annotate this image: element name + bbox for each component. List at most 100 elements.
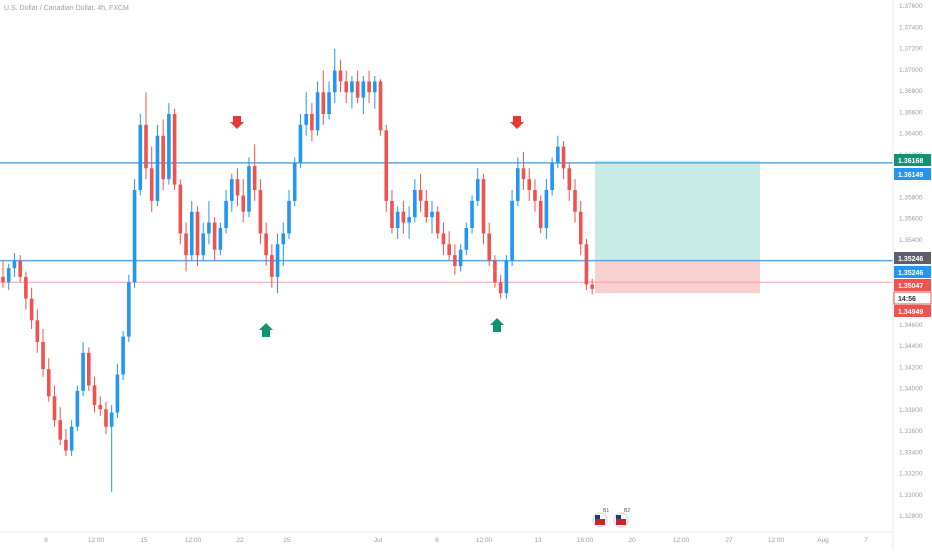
stop-zone[interactable] (595, 260, 760, 294)
candle-body (92, 385, 97, 405)
candle-body (127, 282, 131, 337)
candle-body (195, 211, 200, 256)
candle-body (41, 342, 45, 370)
candle-body (104, 409, 108, 427)
candle-body (241, 195, 246, 212)
arrow-down-icon (510, 116, 524, 129)
candle-body (435, 211, 440, 234)
candle-body (52, 396, 57, 421)
candle-body (69, 426, 74, 451)
price-tick-label: 1.35600 (899, 216, 923, 223)
candle-body (464, 228, 469, 250)
symbol-title: U.S. Dollar / Canadian Dollar, 4h, FXCM (4, 5, 129, 12)
price-tick-label: 1.35800 (899, 194, 923, 201)
time-tick-label: 15 (140, 537, 148, 544)
candle-body (35, 320, 40, 342)
candle-body (132, 190, 137, 283)
price-tick-label: 1.33200 (899, 471, 923, 478)
candle-body (304, 114, 308, 125)
arrow-up-icon (259, 323, 273, 337)
candle-body (46, 369, 51, 397)
candle-body (573, 190, 577, 212)
price-tick-label: 1.34600 (899, 322, 923, 329)
candle-body (556, 146, 560, 163)
candle-body (510, 200, 514, 261)
candle-body (235, 179, 240, 196)
price-tag (894, 252, 931, 264)
candle-body (418, 190, 423, 201)
price-tick-label: 1.36800 (899, 88, 923, 95)
time-tick-label: 12:00 (88, 537, 105, 544)
candle-body (292, 162, 297, 201)
price-tag-label: 1.35047 (898, 283, 923, 290)
time-tick-label: Aug (817, 537, 829, 544)
arrow-up-icon (490, 318, 504, 332)
time-tick-label: 7 (864, 537, 868, 544)
candle-body (493, 260, 497, 283)
candle-body (527, 179, 532, 190)
candle-body (258, 190, 263, 234)
time-tick-label: Jul (374, 537, 383, 544)
candle-body (207, 222, 211, 234)
candle-body (264, 233, 268, 256)
candle-body (149, 168, 154, 201)
candle-body (87, 352, 91, 386)
candle-body (355, 81, 360, 98)
event-flag-stripes (616, 519, 626, 525)
candle-body (189, 211, 194, 256)
price-tick-label: 1.37600 (899, 3, 923, 10)
time-tick-label: 12:00 (768, 537, 785, 544)
candle-body (218, 228, 223, 250)
price-tick-label: 1.33800 (899, 407, 923, 414)
candle-body (6, 268, 11, 283)
price-tag-label: 1.36168 (898, 158, 923, 165)
price-tick-label: 1.34200 (899, 364, 923, 371)
candle-body (172, 114, 177, 185)
price-tag (894, 279, 931, 291)
time-tick-label: 16:00 (577, 537, 594, 544)
target-zone[interactable] (595, 160, 760, 261)
candle-body (201, 233, 205, 256)
candle-body (567, 168, 572, 190)
candle-body (584, 244, 589, 285)
candle-body (178, 184, 183, 234)
candle-body (338, 70, 343, 82)
candle-body (516, 168, 520, 201)
price-tag-label: 1.35246 (898, 270, 923, 277)
candle-body (504, 260, 509, 294)
candle-body (481, 179, 486, 234)
candle-body (1, 276, 5, 283)
time-tick-label: 12:00 (185, 537, 202, 544)
candle-body (109, 412, 114, 427)
candle-body (441, 233, 446, 245)
candle-body (167, 114, 171, 180)
time-tick-label: 22 (236, 537, 244, 544)
candle-body (521, 168, 526, 180)
candle-body (538, 200, 543, 228)
candle-body (144, 124, 148, 169)
candle-body (98, 404, 103, 410)
candle-body (155, 135, 160, 201)
price-tick-label: 1.33400 (899, 449, 923, 456)
price-tag (893, 291, 932, 305)
candle-body (64, 439, 68, 451)
candle-body (212, 222, 217, 250)
price-tick-label: 1.36600 (899, 109, 923, 116)
candle-body (115, 374, 120, 413)
candle-body (447, 244, 451, 256)
candle-body (578, 211, 583, 245)
candle-body (321, 92, 326, 114)
candle-body (184, 233, 188, 256)
time-tick-label: 27 (725, 537, 733, 544)
price-tag-label: 1.36149 (898, 172, 923, 179)
candle-body (224, 200, 228, 228)
time-tick-label: 12:00 (476, 537, 493, 544)
candle-body (475, 179, 480, 201)
price-tag-label: 1.35246 (898, 256, 923, 263)
price-tag (894, 168, 931, 180)
candle-body (12, 260, 17, 269)
candle-body (361, 81, 366, 98)
price-tick-label: 1.35400 (899, 237, 923, 244)
